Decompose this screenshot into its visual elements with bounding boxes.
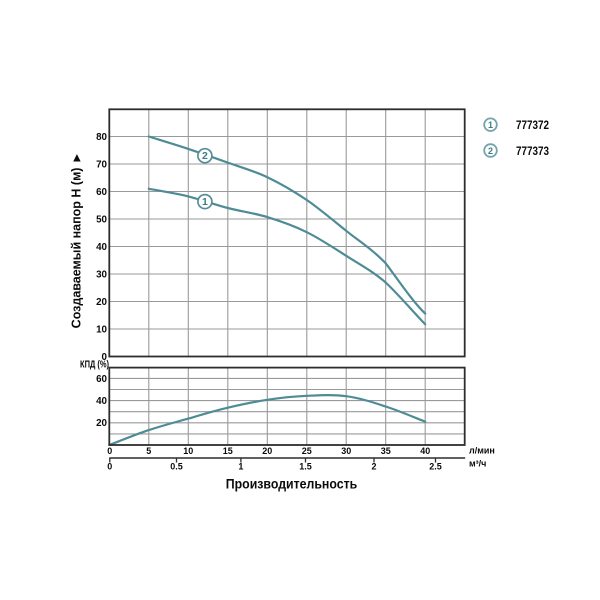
svg-text:60: 60 [96,187,107,198]
svg-text:2: 2 [202,150,208,162]
svg-text:1.5: 1.5 [299,462,312,472]
svg-text:Создаваемый напор Н (м) ►: Создаваемый напор Н (м) ► [70,152,84,329]
svg-text:40: 40 [420,446,430,456]
svg-text:30: 30 [96,270,107,281]
svg-text:0: 0 [107,462,112,472]
svg-text:Производительность: Производительность [226,476,358,492]
svg-text:60: 60 [96,374,107,385]
svg-text:35: 35 [381,446,391,456]
svg-text:2: 2 [371,462,376,472]
svg-text:1: 1 [202,196,208,208]
svg-text:30: 30 [341,446,351,456]
svg-text:0.5: 0.5 [170,462,183,472]
svg-text:5: 5 [146,446,151,456]
svg-text:10: 10 [96,325,107,336]
svg-text:70: 70 [96,160,107,171]
svg-text:1: 1 [238,462,243,472]
svg-text:л/мин: л/мин [469,446,495,456]
svg-text:0: 0 [107,446,112,456]
svg-text:10: 10 [183,446,193,456]
svg-text:40: 40 [96,242,107,253]
svg-text:м³/ч: м³/ч [469,459,486,469]
svg-text:2: 2 [488,146,493,156]
svg-text:50: 50 [96,215,107,226]
svg-text:2.5: 2.5 [429,462,442,472]
svg-text:80: 80 [96,132,107,143]
svg-text:20: 20 [96,418,107,429]
svg-text:777373: 777373 [516,144,549,158]
svg-text:КПД (%): КПД (%) [80,360,109,371]
svg-text:25: 25 [302,446,312,456]
svg-text:1: 1 [488,120,493,130]
svg-text:20: 20 [262,446,272,456]
svg-text:0: 0 [102,352,108,363]
svg-text:20: 20 [96,297,107,308]
svg-text:777372: 777372 [516,118,549,132]
svg-text:15: 15 [223,446,233,456]
svg-text:40: 40 [96,396,107,407]
